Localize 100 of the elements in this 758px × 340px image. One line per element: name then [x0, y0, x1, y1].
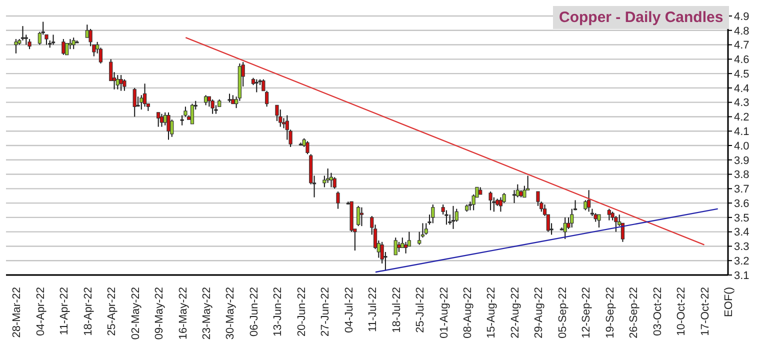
y-tick-label: 3.9 [734, 154, 750, 167]
x-tick-label: 04-Jul-22 [343, 287, 356, 333]
candlestick [332, 176, 336, 190]
candlestick [210, 98, 214, 114]
x-tick-label: 25-Apr-22 [106, 287, 118, 336]
y-tick-label: 4.8 [734, 25, 750, 38]
candlestick [156, 112, 160, 128]
candlestick [488, 191, 492, 211]
x-tick-label: 06-Jun-22 [248, 287, 260, 337]
y-tick-label: 4.3 [734, 97, 750, 110]
chart-title: Copper - Daily Candles [553, 6, 730, 29]
x-tick-label: 30-May-22 [224, 287, 237, 340]
candlestick [607, 208, 611, 221]
y-tick-label: 4.4 [734, 82, 750, 95]
y-tick-label: 3.2 [734, 256, 750, 268]
candlestick [418, 231, 422, 246]
x-tick-label: 09-May-22 [154, 287, 166, 340]
candlestick [122, 78, 126, 92]
y-tick-label: 3.5 [734, 212, 750, 224]
candlestick [119, 74, 123, 92]
x-tick-label: 23-May-22 [200, 287, 213, 340]
candlestick [44, 34, 48, 46]
y-tick-label: 4.0 [734, 140, 750, 152]
y-tick-label: 3.4 [734, 226, 750, 239]
x-tick-label: 03-Oct-22 [652, 287, 664, 336]
candlestick [326, 168, 330, 184]
candlestick [190, 103, 194, 124]
y-tick-label: 4.7 [734, 40, 750, 52]
y-tick-label: 4.2 [734, 112, 750, 124]
candlestick [587, 190, 591, 212]
candlestick [184, 106, 188, 118]
candlestick [65, 43, 69, 56]
candlestick [140, 94, 144, 110]
candlestick [404, 241, 408, 254]
x-tick-label: 28-Mar-22 [11, 287, 24, 338]
y-tick-label: 4.9 [734, 10, 750, 23]
candlestick [512, 190, 516, 204]
candlestick [329, 172, 334, 188]
candlestick [28, 38, 32, 50]
candlestick [180, 114, 184, 126]
x-tick-label: 13-Jun-22 [272, 287, 284, 337]
candlestick [424, 222, 428, 236]
candlestick [431, 204, 435, 224]
candlestick [394, 237, 398, 256]
candlestick [498, 196, 502, 212]
candlestick [142, 83, 147, 108]
candlestick [278, 109, 282, 128]
x-tick-label: 10-Oct-22 [676, 287, 688, 336]
x-tick-label: 17-Oct-22 [699, 287, 712, 336]
x-tick-label: 11-Jul-22 [367, 287, 380, 332]
candlestick [356, 205, 360, 227]
candlestick [20, 26, 25, 41]
x-tick-label: 18-Apr-22 [82, 287, 94, 336]
y-tick-label: 3.1 [734, 270, 750, 282]
candlestick [204, 94, 208, 106]
candlestick [14, 38, 18, 54]
x-tick-label: 20-Jun-22 [296, 287, 308, 337]
y-tick-label: 3.6 [734, 198, 750, 210]
candlestick [265, 90, 269, 108]
candlestick [72, 37, 76, 50]
x-tick-label: 18-Jul-22 [390, 287, 403, 333]
candlestick [360, 206, 364, 227]
x-tick-label: 29-Aug-22 [533, 287, 546, 338]
x-tick-label: EOF() [723, 287, 735, 317]
x-tick-label: 02-May-22 [130, 287, 142, 340]
y-tick-label: 4.5 [734, 68, 750, 80]
candlestick [116, 74, 120, 90]
x-tick-label: 04-Apr-22 [34, 287, 47, 336]
candlestick [51, 34, 56, 46]
candlestick [24, 34, 28, 46]
candlestick [336, 191, 340, 210]
y-tick-label: 4.6 [734, 54, 750, 66]
x-tick-label: 05-Sep-22 [556, 287, 569, 338]
candlestick [306, 140, 310, 155]
candlestick [62, 38, 66, 56]
x-tick-label: 11-Apr-22 [58, 287, 71, 336]
x-tick-label: 15-Aug-22 [486, 287, 498, 338]
x-tick-label: 22-Aug-22 [509, 287, 522, 338]
x-tick-label: 26-Sep-22 [628, 287, 640, 338]
x-tick-label: 25-Jul-22 [414, 287, 427, 333]
x-tick-label: 08-Aug-22 [462, 287, 474, 338]
candlestick [262, 78, 266, 92]
x-tick-label: 12-Sep-22 [580, 287, 593, 338]
x-tick-label: 01-Aug-22 [438, 287, 450, 338]
candlestick [254, 78, 258, 93]
x-tick-label: 19-Sep-22 [604, 287, 616, 338]
candlestick [132, 87, 136, 118]
candlestick [570, 208, 574, 228]
y-tick-label: 4.1 [734, 126, 750, 138]
candlestick [166, 112, 170, 140]
candlestick [397, 241, 401, 252]
x-tick-label: 16-May-22 [177, 287, 190, 340]
x-tick-label: 27-Jun-22 [320, 287, 332, 337]
y-tick-label: 3.3 [734, 241, 750, 254]
candlestick [597, 214, 601, 228]
candlestick [160, 113, 164, 128]
candlestick [614, 216, 618, 232]
y-tick-label: 3.8 [734, 169, 750, 182]
candlestick [522, 185, 526, 198]
y-tick-label: 3.7 [734, 184, 750, 196]
